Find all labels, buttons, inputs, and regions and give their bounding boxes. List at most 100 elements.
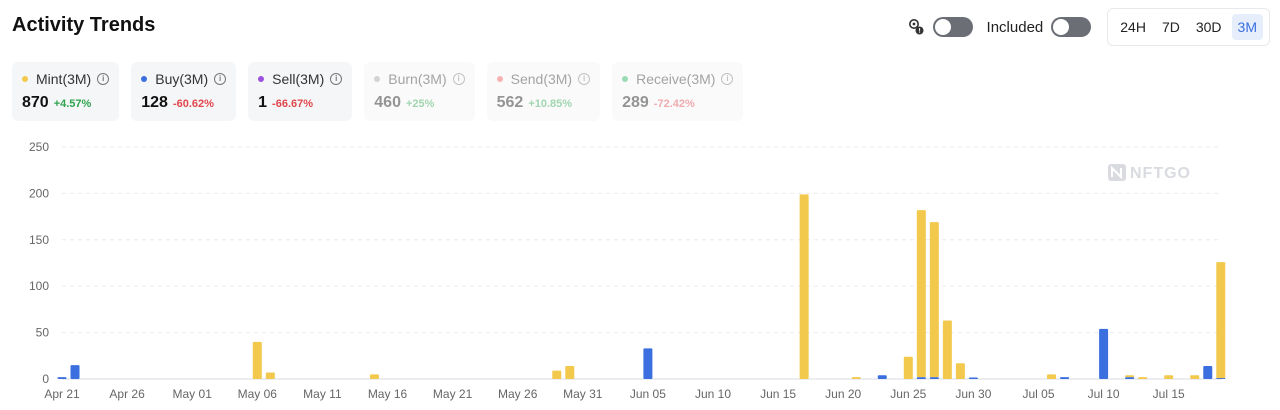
x-tick-label: Jun 10	[695, 387, 731, 401]
y-tick-label: 200	[29, 186, 49, 200]
mint-bar[interactable]	[1190, 375, 1200, 379]
metric-change: -60.62%	[172, 98, 214, 110]
metric-label: Send(3M)	[510, 71, 573, 87]
send-legend-dot	[496, 76, 503, 82]
mint-legend-dot	[22, 76, 28, 82]
nftgo-watermark: NFTGO	[1108, 164, 1191, 182]
x-tick-label: May 01	[173, 387, 213, 401]
metric-change: -66.67%	[272, 98, 314, 110]
receive-legend-dot	[622, 76, 629, 82]
mint-bar[interactable]	[552, 370, 562, 379]
buy-bar[interactable]	[1099, 328, 1109, 379]
y-tick-label: 250	[29, 140, 49, 154]
buy-legend-dot	[141, 76, 148, 82]
buy-bar[interactable]	[929, 377, 939, 379]
metric-label: Buy(3M)	[155, 71, 209, 87]
sell-legend-dot	[258, 76, 265, 82]
x-tick-label: May 11	[303, 387, 342, 401]
x-tick-label: Jun 15	[760, 387, 796, 401]
metric-change: +10.85%	[528, 98, 573, 110]
metric-value: 289	[622, 94, 649, 111]
mint-bar[interactable]	[942, 320, 952, 379]
included-label: Included	[986, 18, 1044, 36]
info-icon[interactable]: i	[578, 73, 591, 85]
time-range-selector: 24H 7D 30D 3M	[1107, 8, 1270, 46]
activity-bar-chart[interactable]: NFTGO 0 50 100 150 200 250 Apr 21 Apr 26 May 01 M…	[0, 130, 1280, 410]
chart-axis-labels: 0 50 100 150 200 250 Apr 21 Apr 26 May 01 May 06 M…	[29, 140, 1185, 401]
info-icon[interactable]: i	[214, 73, 227, 85]
metric-change: +4.57%	[53, 98, 92, 110]
page-title: Activity Trends	[12, 14, 156, 36]
mint-bar[interactable]	[1216, 262, 1226, 379]
buy-bar[interactable]	[70, 365, 80, 379]
watermark-text: NFTGO	[1130, 165, 1191, 182]
metric-value: 562	[496, 94, 524, 111]
metric-card-mint[interactable]: Mint(3M) i 870 +4.57%	[12, 62, 120, 121]
x-tick-label: May 16	[368, 387, 408, 401]
buy-bar[interactable]	[1203, 366, 1213, 379]
chart-grid	[62, 146, 1222, 380]
mint-bar[interactable]	[1047, 374, 1057, 379]
settings-toggle[interactable]	[932, 17, 973, 37]
mint-bar[interactable]	[851, 377, 861, 379]
metric-card-buy[interactable]: Buy(3M) i 128 -60.62%	[131, 62, 237, 121]
x-tick-label: Jun 05	[630, 387, 666, 401]
metric-card-receive[interactable]: Receive(3M) i 289 -72.42%	[612, 62, 744, 121]
info-icon[interactable]: i	[97, 73, 110, 85]
x-tick-label: May 26	[498, 387, 538, 401]
buy-bar[interactable]	[968, 377, 978, 380]
metric-label: Burn(3M)	[388, 71, 447, 87]
y-tick-label: 100	[29, 279, 49, 293]
metric-card-send[interactable]: Send(3M) i 562 +10.85%	[486, 62, 601, 121]
info-icon[interactable]: i	[330, 73, 343, 85]
range-24h-button[interactable]: 24H	[1120, 19, 1146, 35]
mint-bar[interactable]	[916, 210, 926, 378]
mint-bar[interactable]	[1164, 375, 1174, 379]
range-3m-button[interactable]: 3M	[1231, 14, 1263, 40]
buy-bar[interactable]	[57, 377, 67, 379]
mint-bar[interactable]	[929, 222, 939, 378]
range-30d-button[interactable]: 30D	[1195, 19, 1222, 35]
mint-bar[interactable]	[1125, 375, 1135, 378]
mint-bar[interactable]	[369, 374, 379, 379]
buy-bar[interactable]	[877, 375, 887, 379]
info-icon[interactable]: i	[721, 73, 734, 85]
chart-controls: Included 24H 7D 30D 3M	[905, 8, 1270, 46]
x-tick-label: Jul 05	[1022, 387, 1054, 401]
metric-label: Receive(3M)	[636, 71, 716, 87]
x-tick-label: Jul 15	[1153, 387, 1185, 401]
buy-bar[interactable]	[1125, 377, 1135, 379]
metric-value: 1	[258, 94, 268, 111]
buy-bar[interactable]	[916, 377, 926, 379]
metric-card-burn[interactable]: Burn(3M) i 460 +25%	[364, 62, 475, 121]
metric-label: Mint(3M)	[36, 71, 92, 87]
included-toggle[interactable]	[1051, 17, 1092, 37]
metric-label: Sell(3M)	[272, 71, 325, 87]
display-settings-icon[interactable]	[905, 16, 927, 38]
x-tick-label: Apr 21	[44, 387, 80, 401]
metric-value: 128	[141, 94, 168, 111]
metric-change: -72.42%	[653, 98, 695, 110]
x-tick-label: May 31	[563, 387, 603, 401]
x-tick-label: Jul 10	[1088, 387, 1120, 401]
mint-bar[interactable]	[265, 372, 275, 379]
x-tick-label: Apr 26	[109, 387, 145, 401]
mint-bar[interactable]	[252, 341, 262, 379]
mint-bar[interactable]	[1138, 377, 1148, 379]
range-7d-button[interactable]: 7D	[1161, 19, 1180, 35]
y-tick-label: 50	[36, 326, 50, 340]
metric-cards: Mint(3M) i 870 +4.57% Buy(3M) i 128 -60.…	[12, 62, 755, 121]
x-tick-label: Jun 25	[890, 387, 926, 401]
buy-bar[interactable]	[643, 348, 653, 379]
mint-bar[interactable]	[903, 356, 913, 379]
mint-bar[interactable]	[799, 194, 809, 379]
chart-bars	[57, 194, 1226, 380]
mint-bar[interactable]	[955, 363, 965, 379]
info-icon[interactable]: i	[452, 73, 465, 85]
metric-value: 460	[374, 94, 401, 111]
mint-bar[interactable]	[565, 366, 575, 379]
metric-card-sell[interactable]: Sell(3M) i 1 -66.67%	[248, 62, 353, 121]
y-tick-label: 0	[42, 372, 49, 386]
buy-bar[interactable]	[1060, 377, 1070, 379]
x-tick-label: Jun 30	[955, 387, 991, 401]
